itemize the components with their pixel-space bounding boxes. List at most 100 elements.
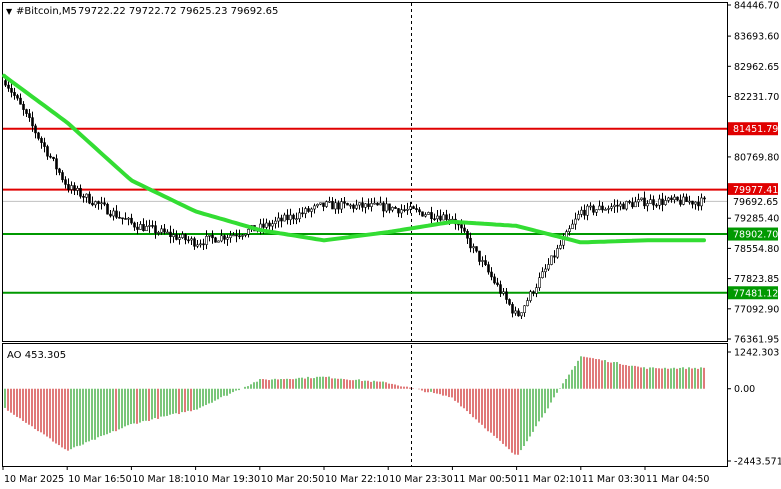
resistance-2-label: 79977.41	[733, 185, 778, 196]
candle-body	[52, 156, 55, 160]
candle-body	[637, 199, 640, 203]
candle-body	[598, 205, 601, 210]
candle-body	[538, 277, 541, 288]
candle-body	[4, 80, 7, 86]
candle-body	[235, 234, 238, 237]
candle-body	[76, 188, 79, 191]
candle-body	[589, 205, 592, 208]
candle-body	[484, 260, 487, 265]
candle-body	[661, 198, 664, 205]
candle-body	[58, 168, 61, 173]
candle-body	[523, 305, 526, 313]
candle-body	[631, 202, 634, 208]
candle-body	[37, 132, 40, 139]
candle-body	[688, 200, 691, 203]
support-1-price-tag	[728, 227, 778, 241]
candle-body	[379, 202, 382, 206]
candle-body	[133, 222, 136, 228]
candle-body	[433, 218, 436, 221]
candle-body	[646, 203, 649, 207]
candle-body	[427, 212, 430, 215]
candle-body	[526, 300, 529, 307]
candle-body	[613, 204, 616, 208]
candle-body	[283, 214, 286, 222]
candle-body	[655, 204, 658, 207]
candle-body	[652, 199, 655, 206]
candle-body	[145, 226, 148, 232]
candle-body	[520, 312, 523, 317]
support-2-label: 77481.12	[733, 288, 778, 299]
candle-body	[370, 203, 373, 207]
support-1-label: 78902.70	[733, 230, 778, 241]
candle-body	[163, 228, 166, 233]
candle-body	[607, 208, 610, 210]
candle-body	[628, 201, 631, 203]
candle-body	[334, 202, 337, 210]
candle-body	[199, 243, 202, 246]
candle-body	[82, 196, 85, 198]
candle-body	[391, 207, 394, 211]
candle-body	[499, 284, 502, 294]
candle-body	[664, 200, 667, 205]
support-2-price-tag	[728, 286, 778, 300]
candle-body	[673, 196, 676, 201]
candle-body	[196, 244, 199, 247]
candle-body	[139, 224, 142, 230]
candle-body	[277, 217, 280, 222]
ao-tick-label: 0.00	[734, 384, 755, 395]
candle-body	[442, 214, 445, 221]
price-tick-label: 78554.80	[734, 244, 779, 255]
time-tick-label: 11 Mar 00:50	[453, 474, 516, 485]
candle-body	[166, 231, 169, 234]
candle-body	[364, 203, 367, 208]
candle-body	[670, 197, 673, 201]
candle-body	[286, 214, 289, 221]
symbol-label: #Bitcoin,M5	[16, 6, 77, 17]
candle-body	[151, 225, 154, 227]
candle-body	[289, 214, 292, 221]
candle-body	[496, 282, 499, 285]
candle-body	[142, 224, 145, 232]
candle-body	[532, 291, 535, 294]
candle-body	[316, 203, 319, 207]
price-tick-label: 77092.90	[734, 304, 779, 315]
candle-body	[475, 246, 478, 252]
price-panel-frame	[2, 2, 728, 342]
candle-body	[187, 239, 190, 242]
time-tick-label: 11 Mar 03:30	[582, 474, 645, 485]
time-tick-label: 10 Mar 20:50	[261, 474, 324, 485]
time-tick-label: 10 Mar 22:10	[325, 474, 388, 485]
candle-body	[676, 196, 679, 201]
candle-body	[55, 158, 58, 170]
candle-body	[70, 185, 73, 190]
candle-body	[40, 138, 43, 143]
ao-panel-frame	[2, 343, 728, 467]
candle-body	[247, 228, 250, 235]
candle-body	[94, 201, 97, 206]
candle-body	[394, 207, 397, 209]
candle-body	[544, 268, 547, 273]
candle-body	[244, 233, 247, 236]
candle-body	[31, 117, 34, 127]
candle-body	[619, 203, 622, 207]
time-tick-label: 10 Mar 16:50	[68, 474, 131, 485]
current-price-label: 79692.65	[733, 197, 778, 208]
candle-body	[280, 217, 283, 222]
candle-body	[229, 235, 232, 238]
candle-body	[697, 201, 700, 207]
candle-body	[184, 234, 187, 241]
candle-body	[559, 244, 562, 249]
candle-body	[49, 155, 52, 158]
candle-body	[193, 238, 196, 247]
candle-body	[346, 203, 349, 206]
candle-body	[601, 205, 604, 211]
price-tick-label: 82231.70	[734, 92, 779, 103]
price-tick-label: 82962.65	[734, 62, 779, 73]
candle-body	[541, 271, 544, 279]
candle-body	[586, 205, 589, 216]
price-axis: 84446.70 83693.60 82962.65 82231.70 80769.80…	[727, 1, 779, 346]
time-axis: 10 Mar 2025 10 Mar 16:50 10 Mar 18:10 10 Ma…	[2, 466, 709, 485]
candle-body	[421, 211, 424, 217]
candle-body	[292, 214, 295, 220]
